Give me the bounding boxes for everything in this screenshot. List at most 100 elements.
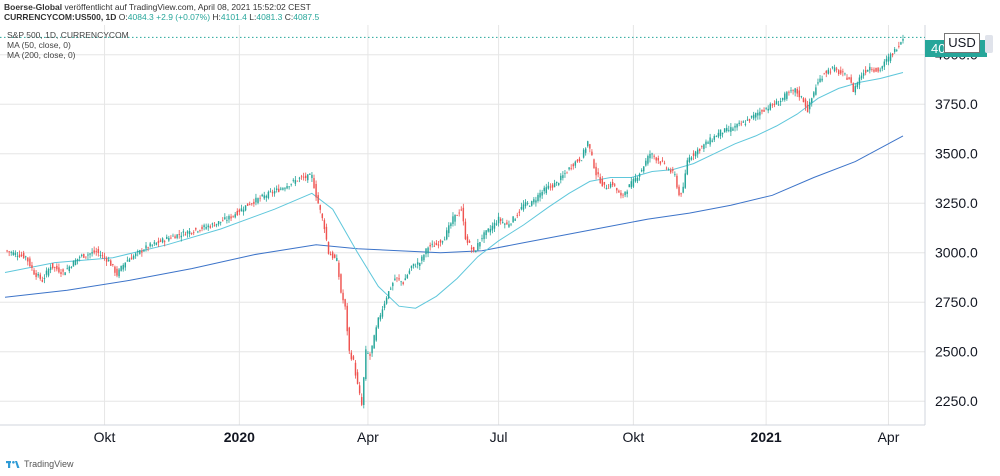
candle-body bbox=[6, 250, 8, 252]
candle-body bbox=[456, 215, 458, 216]
candle-body bbox=[759, 111, 761, 116]
candle-body bbox=[400, 281, 402, 283]
candle-body bbox=[358, 385, 361, 394]
candle-body bbox=[508, 224, 510, 227]
candle-body bbox=[674, 173, 676, 175]
candle-body bbox=[246, 203, 249, 206]
candle-body bbox=[234, 214, 236, 218]
candle-body bbox=[240, 208, 243, 212]
candle-body bbox=[779, 100, 782, 103]
candle-body bbox=[83, 253, 85, 258]
candle-body bbox=[593, 159, 595, 169]
candle-body bbox=[284, 188, 286, 190]
legend-title: S&P 500, 1D, CURRENCYCOM bbox=[7, 30, 129, 40]
candle-body bbox=[477, 243, 479, 251]
candle-body bbox=[680, 193, 682, 195]
candle-body bbox=[145, 245, 147, 249]
candle-body bbox=[325, 226, 328, 240]
candle-body bbox=[406, 274, 409, 279]
candle-body bbox=[128, 259, 131, 262]
legend-ma50[interactable]: MA (50, close, 0) bbox=[7, 40, 71, 50]
candle-body bbox=[207, 225, 209, 228]
footer-brand-label: TradingView bbox=[24, 459, 74, 469]
candle-body bbox=[367, 353, 369, 354]
price-axis[interactable]: 2250.0 2500.0 2750.0 3000.0 3250.0 3500.0 3750… bbox=[935, 47, 978, 410]
candle-body bbox=[49, 267, 52, 270]
high-label: H: bbox=[212, 12, 221, 22]
candle-body bbox=[750, 115, 753, 118]
candle-body bbox=[786, 92, 788, 99]
candle-body bbox=[667, 169, 670, 170]
candle-body bbox=[317, 195, 319, 204]
candle-body bbox=[149, 243, 151, 247]
candle-body bbox=[16, 256, 19, 257]
candle-body bbox=[56, 265, 58, 270]
candle-body bbox=[636, 177, 639, 181]
candle-body bbox=[539, 192, 541, 198]
candle-body bbox=[512, 216, 514, 223]
candle-body bbox=[298, 177, 301, 179]
time-axis[interactable]: Okt 2020 Apr Jul Okt 2021 Apr bbox=[94, 429, 900, 445]
candle-body bbox=[620, 192, 622, 196]
candle-body bbox=[236, 210, 239, 215]
price-scale-handle[interactable] bbox=[985, 35, 993, 53]
candle-body bbox=[452, 216, 454, 224]
candle-body bbox=[659, 161, 662, 164]
candle-body bbox=[329, 253, 332, 256]
candle-body bbox=[468, 241, 471, 243]
candle-body bbox=[622, 194, 624, 196]
candle-body bbox=[304, 175, 307, 179]
candle-body bbox=[267, 191, 270, 199]
candle-body bbox=[186, 231, 189, 234]
candle-body bbox=[217, 221, 220, 225]
currency-badge[interactable]: USD bbox=[944, 33, 980, 53]
candle-body bbox=[309, 174, 311, 175]
candle-body bbox=[224, 217, 226, 220]
candle-body bbox=[566, 172, 568, 174]
candle-body bbox=[10, 252, 12, 253]
candle-body bbox=[307, 174, 309, 181]
x-tick-label: 2020 bbox=[224, 429, 255, 445]
candle-body bbox=[33, 270, 35, 275]
candle-body bbox=[321, 213, 324, 219]
footer-branding[interactable]: TradingView bbox=[6, 459, 74, 469]
candle-body bbox=[87, 254, 89, 256]
ma200-series bbox=[4, 135, 904, 298]
candle-body bbox=[632, 179, 635, 187]
candle-body bbox=[184, 234, 187, 236]
candle-body bbox=[228, 216, 230, 220]
candle-body bbox=[81, 254, 83, 256]
candle-body bbox=[661, 160, 664, 162]
candle-body bbox=[844, 73, 846, 75]
candle-body bbox=[792, 89, 794, 91]
candle-body bbox=[690, 157, 693, 160]
candle-body bbox=[269, 191, 272, 193]
candle-body bbox=[416, 262, 419, 265]
candle-body bbox=[740, 123, 742, 125]
candle-body bbox=[611, 182, 614, 186]
candle-body bbox=[800, 96, 803, 98]
candle-body bbox=[694, 151, 697, 157]
candle-body bbox=[657, 158, 660, 161]
price-chart[interactable]: 2250.0 2500.0 2750.0 3000.0 3250.0 3500.0 3750… bbox=[0, 25, 1000, 455]
candle-body bbox=[707, 142, 709, 144]
candle-body bbox=[172, 235, 174, 237]
candle-body bbox=[719, 129, 722, 137]
candle-body bbox=[686, 160, 689, 175]
candle-body bbox=[151, 244, 153, 246]
candle-body bbox=[852, 83, 854, 92]
candle-body bbox=[313, 178, 315, 189]
candle-body bbox=[491, 225, 494, 231]
candle-body bbox=[535, 200, 537, 203]
candle-body bbox=[765, 108, 767, 109]
legend-ma200[interactable]: MA (200, close, 0) bbox=[7, 50, 76, 60]
candle-body bbox=[85, 256, 87, 258]
candle-body bbox=[259, 197, 261, 199]
candle-body bbox=[394, 278, 396, 281]
candle-body bbox=[387, 291, 390, 299]
candle-body bbox=[253, 201, 255, 204]
candle-body bbox=[804, 99, 807, 107]
candle-body bbox=[734, 125, 736, 128]
candle-body bbox=[514, 219, 516, 221]
candle-body bbox=[248, 204, 251, 206]
